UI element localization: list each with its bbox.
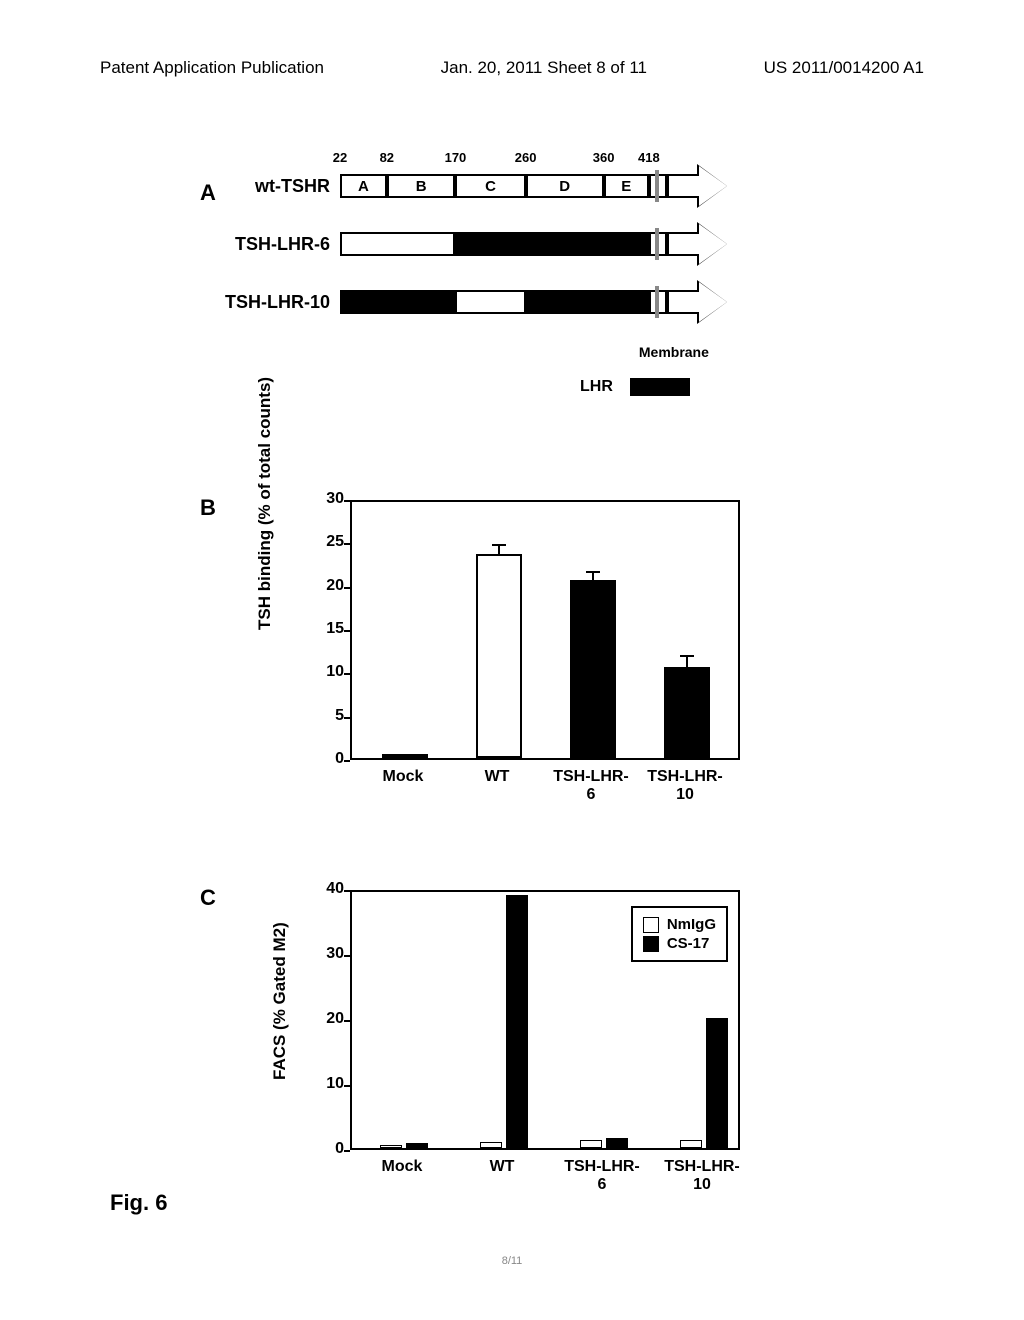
xlabel: Mock <box>352 1158 452 1176</box>
ytick-label: 5 <box>320 707 344 725</box>
bar <box>480 1142 502 1149</box>
legend-label: NmIgG <box>667 916 716 933</box>
ytick-label: 0 <box>320 1140 344 1158</box>
bar <box>406 1143 428 1148</box>
panel-b-label: B <box>200 495 216 521</box>
construct-label: TSH-LHR-10 <box>200 292 330 313</box>
bar <box>382 754 428 758</box>
xlabel: TSH-LHR-6 <box>552 1158 652 1194</box>
tick-label: 360 <box>593 150 615 165</box>
xlabel: TSH-LHR-6 <box>538 768 644 804</box>
legend-swatch <box>643 936 659 952</box>
bar <box>580 1140 602 1148</box>
legend-item: CS-17 <box>643 935 716 952</box>
segment-letter: C <box>457 178 523 195</box>
xlabel: TSH-LHR-10 <box>652 1158 752 1194</box>
panel-c-plot-area: NmIgG CS-17 <box>350 890 740 1150</box>
segment: B <box>387 174 456 198</box>
segment <box>455 232 648 256</box>
arrow-icon <box>699 224 727 264</box>
segment-letter: E <box>606 178 647 195</box>
bar <box>664 667 710 758</box>
panel-a-schematic: 22 82 170 260 360 418 wt-TSHR ABCDE TSH-LHR-6 TSH… <box>200 150 820 400</box>
bar <box>506 895 528 1149</box>
panel-c-label: C <box>200 885 216 911</box>
panel-b-ylabel: TSH binding (% of total counts) <box>255 377 275 630</box>
tick-label: 260 <box>515 150 537 165</box>
xlabel: WT <box>444 768 550 786</box>
bar <box>476 554 522 758</box>
segment: D <box>526 174 604 198</box>
bar <box>706 1018 728 1148</box>
segment <box>455 290 525 314</box>
ytick-label: 20 <box>320 577 344 595</box>
membrane-marker <box>655 170 659 202</box>
tick-label: 418 <box>638 150 660 165</box>
header-left: Patent Application Publication <box>100 58 324 78</box>
bar <box>680 1140 702 1148</box>
ytick-label: 30 <box>320 945 344 963</box>
segment-letter: B <box>389 178 454 195</box>
tick-label: 22 <box>333 150 347 165</box>
bar <box>570 580 616 758</box>
schematic-container: 22 82 170 260 360 418 wt-TSHR ABCDE TSH-LHR-6 TSH… <box>200 150 820 400</box>
panel-c-chart: FACS (% Gated M2) 0 10 20 30 40 NmIgG CS-17 M… <box>260 880 780 1220</box>
segment: C <box>455 174 525 198</box>
ytick-label: 40 <box>320 880 344 898</box>
panel-c-legend: NmIgG CS-17 <box>631 906 728 962</box>
segment-letter: A <box>342 178 385 195</box>
ytick-label: 30 <box>320 490 344 508</box>
membrane-marker <box>655 228 659 260</box>
construct-label: TSH-LHR-6 <box>200 234 330 255</box>
panel-b-chart: TSH binding (% of total counts) 05101520… <box>260 490 780 830</box>
segment-letter: D <box>528 178 602 195</box>
tick-label: 170 <box>445 150 467 165</box>
lhr-legend-label: LHR <box>580 378 613 396</box>
ytick-label: 10 <box>320 1075 344 1093</box>
segment <box>526 290 649 314</box>
arrow-icon <box>699 166 727 206</box>
tick-label: 82 <box>380 150 394 165</box>
page-header: Patent Application Publication Jan. 20, … <box>0 58 1024 78</box>
segment <box>340 290 455 314</box>
construct-label: wt-TSHR <box>200 176 330 197</box>
bar <box>380 1145 402 1148</box>
page-number: 8/11 <box>502 1255 523 1267</box>
header-center: Jan. 20, 2011 Sheet 8 of 11 <box>441 58 647 78</box>
segment <box>340 232 455 256</box>
bar <box>606 1138 628 1148</box>
panel-b-plot-area <box>350 500 740 760</box>
ytick-label: 25 <box>320 533 344 551</box>
xlabel: TSH-LHR-10 <box>632 768 738 804</box>
xlabel: Mock <box>350 768 456 786</box>
panel-c-ylabel: FACS (% Gated M2) <box>270 922 290 1080</box>
ytick-label: 10 <box>320 663 344 681</box>
membrane-label: Membrane <box>639 344 709 360</box>
ytick-label: 0 <box>320 750 344 768</box>
lhr-legend-swatch <box>630 378 690 396</box>
xlabel: WT <box>452 1158 552 1176</box>
membrane-marker <box>655 286 659 318</box>
legend-label: CS-17 <box>667 935 710 952</box>
header-right: US 2011/0014200 A1 <box>764 58 924 78</box>
ytick-label: 20 <box>320 1010 344 1028</box>
ytick-label: 15 <box>320 620 344 638</box>
segment: A <box>340 174 387 198</box>
legend-swatch <box>643 917 659 933</box>
arrow-icon <box>699 282 727 322</box>
figure-caption: Fig. 6 <box>110 1190 167 1216</box>
segment: E <box>604 174 649 198</box>
legend-item: NmIgG <box>643 916 716 933</box>
